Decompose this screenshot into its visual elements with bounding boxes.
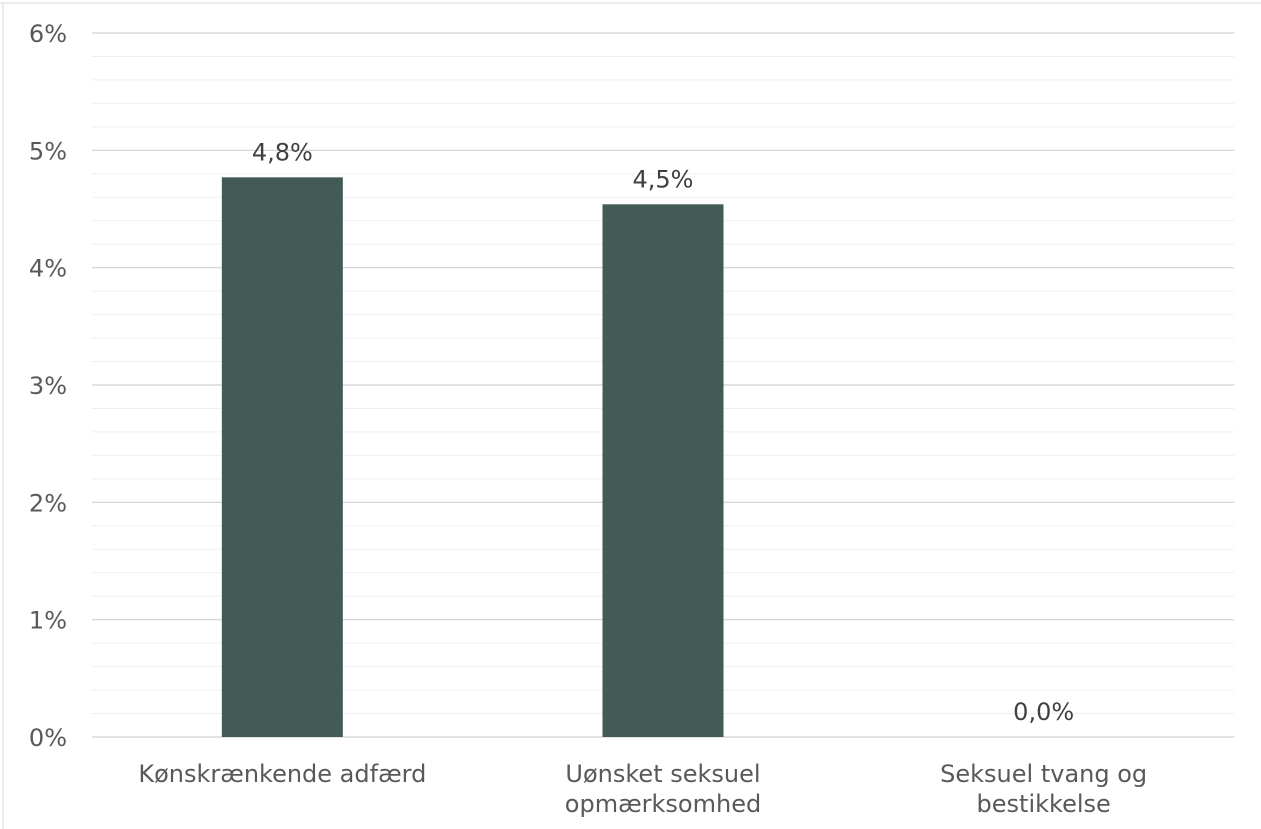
data-labels: 4,8% 4,5% 0,0% <box>252 138 1074 726</box>
y-axis-tick-labels: 0% 1% 2% 3% 4% 5% 6% <box>29 20 67 752</box>
x-axis-category-labels: Kønskrænkende adfærd Uønsket seksuelopmær… <box>138 760 1147 818</box>
x-category-label: opmærksomhed <box>565 790 761 818</box>
y-tick-label: 2% <box>29 489 67 517</box>
bar-series <box>221 177 724 738</box>
y-tick-label: 4% <box>29 255 67 283</box>
y-tick-label: 6% <box>29 20 67 48</box>
y-tick-label: 0% <box>29 724 67 752</box>
x-category-label: Kønskrænkende adfærd <box>138 760 426 788</box>
x-category-label: Seksuel tvang og <box>940 760 1147 788</box>
bar-data-label: 0,0% <box>1013 698 1074 726</box>
y-tick-label: 3% <box>29 372 67 400</box>
bar-data-label: 4,8% <box>252 138 313 166</box>
y-tick-label: 5% <box>29 137 67 165</box>
x-category-label: Uønsket seksuel <box>565 760 760 788</box>
bar <box>221 177 343 737</box>
x-category-label: bestikkelse <box>977 790 1111 818</box>
bar-data-label: 4,5% <box>633 165 694 193</box>
y-tick-label: 1% <box>29 607 67 635</box>
bar <box>602 204 724 738</box>
